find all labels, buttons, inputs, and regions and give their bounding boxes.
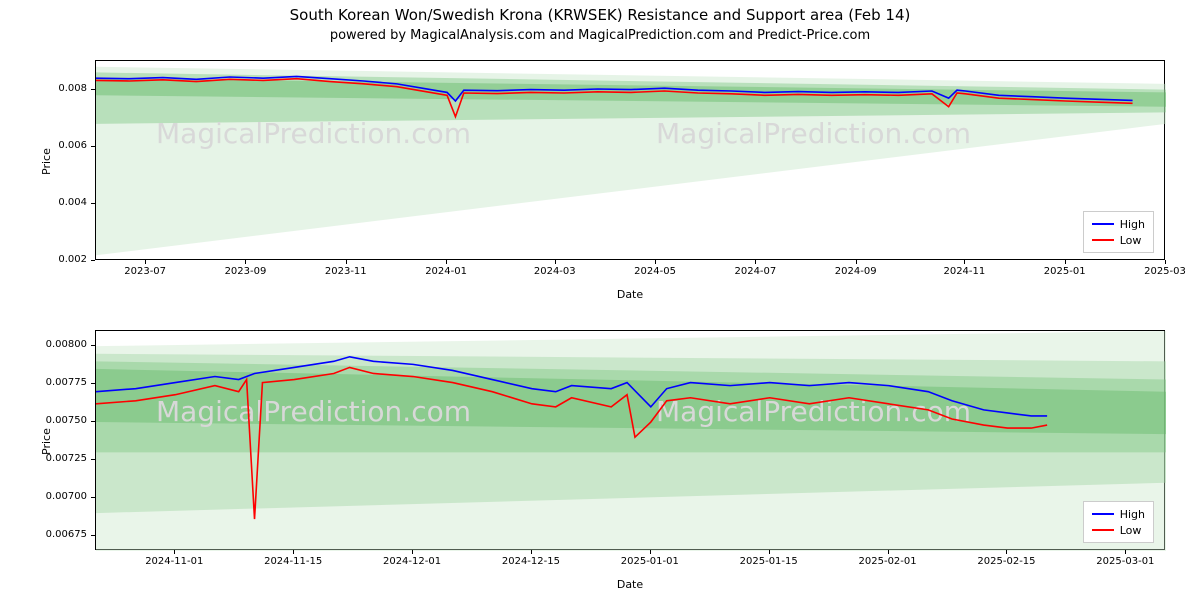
x-tick-mark bbox=[769, 550, 770, 554]
x-axis-label-bottom: Date bbox=[95, 578, 1165, 591]
y-tick-mark bbox=[91, 260, 95, 261]
x-axis-label-top: Date bbox=[95, 288, 1165, 301]
x-tick-label: 2024-11-01 bbox=[134, 556, 214, 567]
x-tick-mark bbox=[174, 550, 175, 554]
chart-svg-top: MagicalPrediction.com MagicalPrediction.c… bbox=[96, 61, 1166, 261]
y-tick-mark bbox=[91, 383, 95, 384]
legend-item: High bbox=[1092, 506, 1145, 522]
y-tick-label: 0.002 bbox=[35, 254, 87, 266]
legend-swatch bbox=[1092, 513, 1114, 515]
x-tick-label: 2024-11-15 bbox=[253, 556, 333, 567]
figure-subtitle: powered by MagicalAnalysis.com and Magic… bbox=[0, 28, 1200, 43]
x-tick-mark bbox=[1165, 260, 1166, 264]
legend-label: High bbox=[1120, 218, 1145, 231]
legend-top: High Low bbox=[1083, 211, 1154, 253]
x-tick-label: 2024-01 bbox=[406, 266, 486, 277]
x-tick-label: 2024-11 bbox=[924, 266, 1004, 277]
y-tick-mark bbox=[91, 146, 95, 147]
figure: South Korean Won/Swedish Krona (KRWSEK) … bbox=[0, 0, 1200, 600]
y-tick-mark bbox=[91, 535, 95, 536]
x-tick-mark bbox=[412, 550, 413, 554]
x-tick-mark bbox=[1006, 550, 1007, 554]
legend-label: High bbox=[1120, 508, 1145, 521]
legend-label: Low bbox=[1120, 234, 1142, 247]
x-tick-label: 2023-11 bbox=[306, 266, 386, 277]
x-tick-label: 2025-01-15 bbox=[729, 556, 809, 567]
y-tick-label: 0.00675 bbox=[35, 529, 87, 541]
x-tick-label: 2025-02-15 bbox=[966, 556, 1046, 567]
legend-swatch bbox=[1092, 223, 1114, 225]
x-tick-mark bbox=[531, 550, 532, 554]
x-tick-mark bbox=[856, 260, 857, 264]
x-tick-label: 2025-01-01 bbox=[610, 556, 690, 567]
watermark-text: MagicalPrediction.com bbox=[156, 117, 471, 150]
legend-item: High bbox=[1092, 216, 1145, 232]
x-tick-mark bbox=[245, 260, 246, 264]
x-tick-label: 2024-03 bbox=[515, 266, 595, 277]
x-tick-mark bbox=[888, 550, 889, 554]
y-tick-label: 0.008 bbox=[35, 83, 87, 95]
x-tick-label: 2025-03 bbox=[1125, 266, 1200, 277]
y-tick-label: 0.00800 bbox=[35, 339, 87, 351]
x-tick-label: 2024-12-01 bbox=[372, 556, 452, 567]
legend-swatch bbox=[1092, 239, 1114, 241]
x-tick-mark bbox=[346, 260, 347, 264]
legend-swatch bbox=[1092, 529, 1114, 531]
legend-label: Low bbox=[1120, 524, 1142, 537]
x-tick-label: 2024-09 bbox=[816, 266, 896, 277]
y-axis-label-top: Price bbox=[40, 148, 53, 175]
x-tick-mark bbox=[555, 260, 556, 264]
x-tick-label: 2024-07 bbox=[715, 266, 795, 277]
x-tick-label: 2024-05 bbox=[615, 266, 695, 277]
chart-panel-top: MagicalPrediction.com MagicalPrediction.c… bbox=[95, 60, 1165, 260]
y-tick-label: 0.00700 bbox=[35, 491, 87, 503]
y-tick-label: 0.00725 bbox=[35, 453, 87, 465]
x-tick-mark bbox=[755, 260, 756, 264]
x-tick-label: 2025-03-01 bbox=[1085, 556, 1165, 567]
y-tick-mark bbox=[91, 459, 95, 460]
x-tick-label: 2023-07 bbox=[105, 266, 185, 277]
chart-svg-bottom: MagicalPrediction.comMagicalPrediction.c… bbox=[96, 331, 1166, 551]
x-tick-label: 2025-02-01 bbox=[848, 556, 928, 567]
y-tick-mark bbox=[91, 421, 95, 422]
legend-item: Low bbox=[1092, 522, 1145, 538]
x-tick-label: 2023-09 bbox=[205, 266, 285, 277]
x-tick-mark bbox=[293, 550, 294, 554]
y-tick-mark bbox=[91, 203, 95, 204]
y-tick-mark bbox=[91, 345, 95, 346]
y-tick-label: 0.00750 bbox=[35, 415, 87, 427]
y-tick-label: 0.006 bbox=[35, 140, 87, 152]
x-tick-mark bbox=[1125, 550, 1126, 554]
y-axis-label-bottom: Price bbox=[40, 428, 53, 455]
y-tick-mark bbox=[91, 497, 95, 498]
x-tick-mark bbox=[650, 550, 651, 554]
watermark-text: MagicalPrediction.com bbox=[156, 395, 471, 428]
x-tick-mark bbox=[145, 260, 146, 264]
y-tick-mark bbox=[91, 89, 95, 90]
x-tick-mark bbox=[655, 260, 656, 264]
y-tick-label: 0.004 bbox=[35, 197, 87, 209]
y-tick-label: 0.00775 bbox=[35, 377, 87, 389]
x-tick-label: 2025-01 bbox=[1025, 266, 1105, 277]
x-tick-label: 2024-12-15 bbox=[491, 556, 571, 567]
legend-item: Low bbox=[1092, 232, 1145, 248]
figure-title: South Korean Won/Swedish Krona (KRWSEK) … bbox=[0, 6, 1200, 24]
x-tick-mark bbox=[1065, 260, 1066, 264]
x-tick-mark bbox=[964, 260, 965, 264]
watermark-text: MagicalPrediction.com bbox=[656, 117, 971, 150]
chart-panel-bottom: MagicalPrediction.comMagicalPrediction.c… bbox=[95, 330, 1165, 550]
legend-bottom: High Low bbox=[1083, 501, 1154, 543]
x-tick-mark bbox=[446, 260, 447, 264]
